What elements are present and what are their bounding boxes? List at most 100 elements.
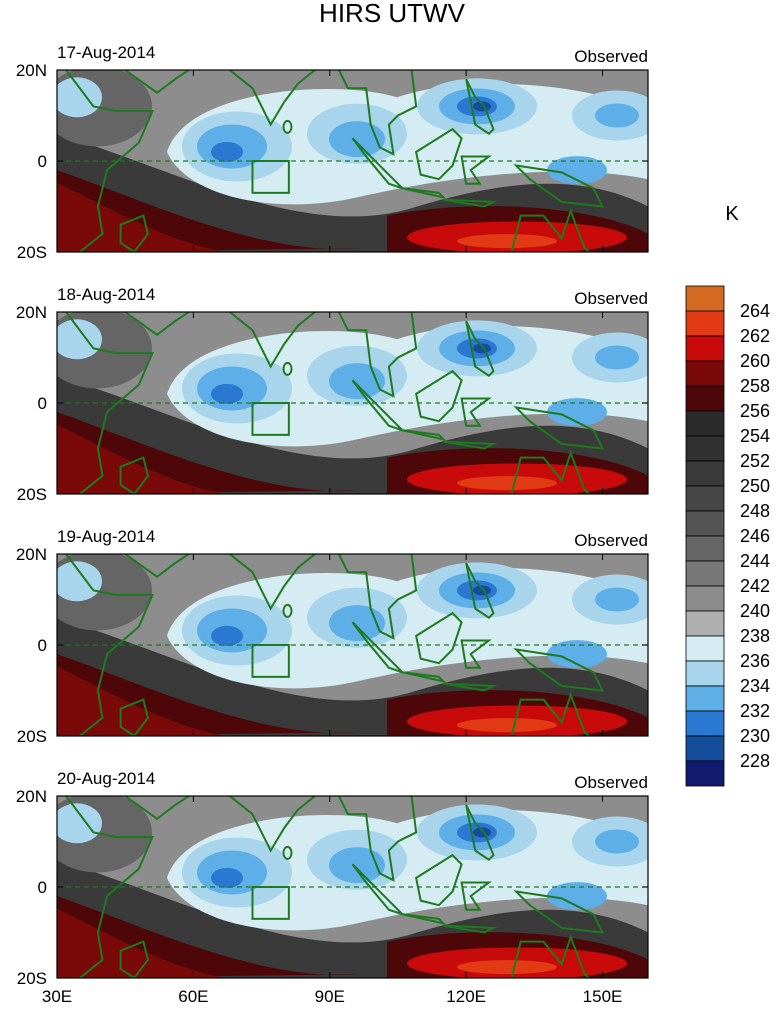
dry-peak-east [457, 718, 557, 733]
colorbar-swatch [685, 710, 725, 737]
moist-patch [595, 829, 639, 854]
colorbar-swatch [685, 560, 725, 587]
utwv-contour-field [57, 70, 648, 252]
map-panel: 20N 0 20S 18-Aug-2014 Observed [16, 285, 649, 504]
colorbar-level-label: 254 [740, 426, 770, 446]
study-region-box [251, 886, 290, 920]
moist-patch [329, 847, 385, 884]
dry-peak-east [457, 960, 557, 975]
moist-patch [211, 867, 243, 888]
colorbar-swatch [685, 335, 725, 362]
latitude-label: 0 [38, 636, 47, 655]
moist-patch [595, 345, 639, 370]
map-panels: 20N 0 20S 17-Aug-2014 Observed 20N 0 20S 18-Aug-… [16, 43, 649, 988]
moist-patch [547, 882, 607, 911]
coastlines [65, 70, 605, 252]
colorbar-swatch [685, 460, 725, 487]
colorbar-level-label: 228 [740, 751, 770, 771]
moist-patch [473, 343, 491, 354]
longitude-label: 120E [446, 987, 486, 1006]
panel-date: 18-Aug-2014 [57, 285, 155, 304]
colorbar-swatch [685, 535, 725, 562]
moist-patch [57, 77, 102, 118]
colorbar-level-label: 250 [740, 476, 770, 496]
panel-tag: Observed [574, 289, 648, 308]
colorbar-level-label: 264 [740, 301, 770, 321]
colorbar-swatch [685, 485, 725, 512]
moist-patch [473, 585, 491, 596]
colorbar-level-label: 238 [740, 626, 770, 646]
panel-date: 17-Aug-2014 [57, 43, 155, 62]
colorbar-level-label: 262 [740, 326, 770, 346]
moist-patch [473, 101, 491, 112]
colorbar-swatch [685, 385, 725, 412]
figure-title: HIRS UTWV [319, 0, 466, 28]
latitude-label: 20S [17, 969, 47, 988]
colorbar-swatch [685, 410, 725, 437]
colorbar-swatch [685, 360, 725, 387]
dry-peak-east [457, 476, 557, 491]
colorbar-swatch [685, 435, 725, 462]
colorbar-level-label: 230 [740, 726, 770, 746]
longitude-label: 150E [583, 987, 623, 1006]
dry-core-west [57, 666, 227, 736]
colorbar-level-label: 234 [740, 676, 770, 696]
latitude-label: 0 [38, 878, 47, 897]
colorbar-swatch [685, 585, 725, 612]
map-panel: 20N 0 20S 20-Aug-2014 Observed [16, 769, 649, 988]
latitude-label: 0 [38, 152, 47, 171]
study-region-box [251, 160, 290, 194]
colorbar-swatch [685, 610, 725, 637]
moist-patch [547, 398, 607, 427]
panel-tag: Observed [574, 47, 648, 66]
colorbar-swatch [685, 510, 725, 537]
moist-patch [57, 803, 102, 844]
longitude-label: 60E [178, 987, 208, 1006]
colorbar-level-label: 252 [740, 451, 770, 471]
moist-patch [211, 625, 243, 646]
study-region-box [251, 402, 290, 436]
colorbar-level-label: 240 [740, 601, 770, 621]
colorbar-level-label: 258 [740, 376, 770, 396]
dry-core-west [57, 424, 227, 494]
colorbar-swatch [685, 660, 725, 687]
moist-patch [211, 383, 243, 404]
moist-patch [329, 121, 385, 158]
colorbar-swatch [685, 685, 725, 712]
latitude-label: 20N [16, 61, 47, 80]
utwv-contour-field [57, 796, 648, 978]
utwv-contour-field [57, 554, 648, 736]
panel-tag: Observed [574, 773, 648, 792]
colorbar-level-label: 242 [740, 576, 770, 596]
dry-core-west [57, 182, 227, 252]
coastlines [65, 554, 605, 736]
moist-patch [595, 103, 639, 128]
longitude-label: 30E [42, 987, 72, 1006]
panel-date: 20-Aug-2014 [57, 769, 155, 788]
moist-patch [57, 561, 102, 602]
colorbar-swatch [685, 735, 725, 762]
colorbar-swatch [685, 310, 725, 337]
map-panel: 20N 0 20S 17-Aug-2014 Observed [16, 43, 649, 262]
colorbar-level-label: 246 [740, 526, 770, 546]
coastlines [65, 312, 605, 494]
latitude-label: 20S [17, 243, 47, 262]
moist-patch [473, 827, 491, 838]
colorbar-swatch [685, 635, 725, 662]
colorbar: 264 262 260 258 256 254 252 250 248 246 244 242 240 2… [685, 285, 770, 787]
dry-peak-east [457, 234, 557, 249]
latitude-label: 20N [16, 787, 47, 806]
colorbar-level-label: 248 [740, 501, 770, 521]
latitude-label: 0 [38, 394, 47, 413]
colorbar-level-label: 260 [740, 351, 770, 371]
dry-core-west [57, 908, 227, 978]
study-region-box [251, 644, 290, 678]
map-panel: 20N 0 20S 19-Aug-2014 Observed [16, 527, 649, 746]
latitude-label: 20N [16, 303, 47, 322]
panel-date: 19-Aug-2014 [57, 527, 155, 546]
colorbar-swatch [685, 760, 725, 787]
latitude-label: 20S [17, 727, 47, 746]
moist-patch [547, 640, 607, 669]
moist-patch [211, 141, 243, 162]
